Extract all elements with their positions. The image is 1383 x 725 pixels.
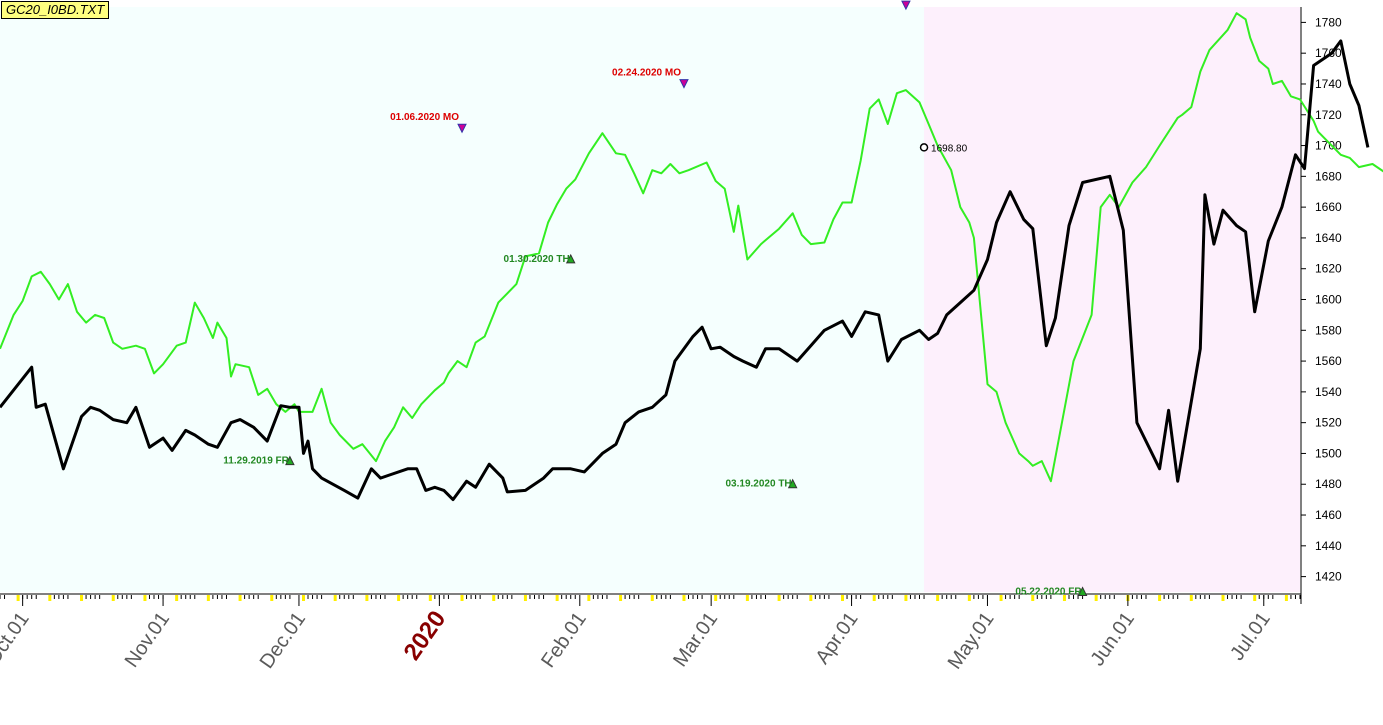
top-annotation-label: 01.06.2020 MO <box>390 112 459 123</box>
date-tick-strip <box>0 593 1301 601</box>
y-axis-tick-label: 1500 <box>1315 446 1342 460</box>
month-label: Mar.01 <box>669 608 722 671</box>
price-line <box>0 39 1370 502</box>
history-background <box>0 7 925 592</box>
y-axis-tick-label: 1780 <box>1315 15 1342 29</box>
bottom-annotation-label: 05.22.2020 FR <box>1015 586 1082 597</box>
month-label: Oct.01 <box>0 608 34 669</box>
y-axis-tick-label: 1720 <box>1315 108 1342 122</box>
month-label: Feb.01 <box>537 608 591 672</box>
y-axis-tick-label: 1560 <box>1315 354 1342 368</box>
y-axis-tick-label: 1680 <box>1315 169 1342 183</box>
month-label: May.01 <box>944 608 999 673</box>
bottom-marker <box>787 478 798 489</box>
top-marker <box>457 123 467 134</box>
top-annotation-label: 02.24.2020 MO <box>612 68 681 79</box>
y-axis-tick-label: 1460 <box>1315 508 1342 522</box>
month-label: Jul.01 <box>1226 608 1275 664</box>
y-axis-tick-label: 1540 <box>1315 385 1342 399</box>
month-label: Dec.01 <box>256 608 310 673</box>
last-price-label: 1698.80 <box>931 143 968 154</box>
year-label: 2020 <box>399 606 452 665</box>
bottom-marker <box>285 455 295 466</box>
month-label: Apr.01 <box>811 608 862 668</box>
y-axis-tick-label: 1520 <box>1315 416 1342 430</box>
y-axis-tick-label: 1700 <box>1315 139 1342 153</box>
month-label: Jun.01 <box>1086 608 1138 670</box>
last-price-marker <box>919 143 929 152</box>
y-axis-tick-label: 1760 <box>1315 46 1342 60</box>
top-marker <box>679 79 689 89</box>
y-axis-tick-label: 1420 <box>1315 570 1342 584</box>
top-marker <box>901 0 911 11</box>
bottom-marker <box>565 253 576 264</box>
y-axis-tick-label: 1640 <box>1315 231 1342 245</box>
y-axis-tick-label: 1740 <box>1315 77 1342 91</box>
month-label: Nov.01 <box>121 608 175 671</box>
y-axis-tick-label: 1600 <box>1315 293 1342 307</box>
bottom-annotation-label: 01.30.2020 TH <box>504 254 570 265</box>
bottom-marker <box>1077 586 1088 596</box>
y-axis-tick-label: 1580 <box>1315 323 1342 337</box>
bottom-annotation-label: 11.29.2019 FR <box>223 456 289 467</box>
y-axis-tick-label: 1620 <box>1315 262 1342 276</box>
y-axis-tick-label: 1440 <box>1315 539 1342 553</box>
y-axis-tick-label: 1480 <box>1315 477 1342 491</box>
chart-title: GC20_I0BD.TXT <box>1 1 110 19</box>
forecast-background <box>924 7 1300 592</box>
y-axis-tick-label: 1660 <box>1315 200 1342 214</box>
bottom-annotation-label: 03.19.2020 TH <box>726 479 792 490</box>
